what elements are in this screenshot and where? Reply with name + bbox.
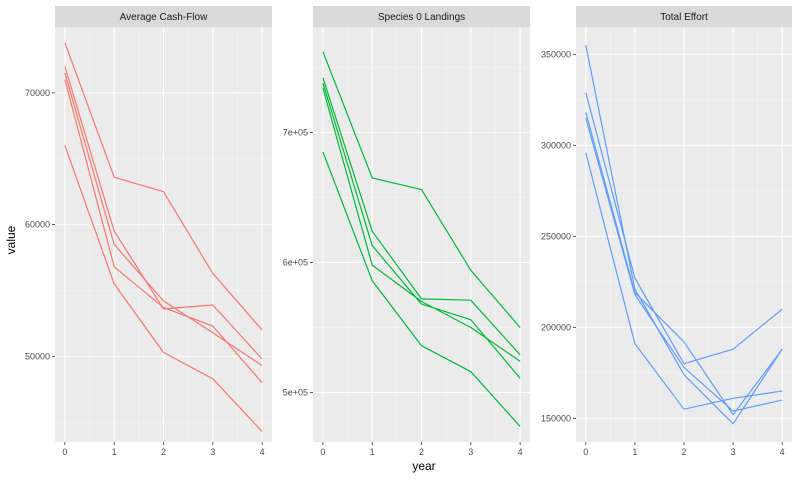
y-tick-label: 300000 xyxy=(541,140,571,150)
series-line-3 xyxy=(585,112,783,416)
panel-3: Total Effort 150000 200000 250000 300000 3500… xyxy=(541,6,792,457)
x-tick-label: 3 xyxy=(468,447,473,457)
y-tick-label: 50000 xyxy=(25,351,50,361)
y-tick-label: 200000 xyxy=(541,322,571,332)
x-tick-label: 4 xyxy=(260,447,265,457)
series-line-1 xyxy=(64,42,263,331)
panel-title: Average Cash-Flow xyxy=(120,12,208,23)
y-tick-label: 150000 xyxy=(541,413,571,423)
x-tick-label: 0 xyxy=(583,447,588,457)
x-tick-label: 1 xyxy=(370,447,375,457)
y-tick-label: 5e+05 xyxy=(283,388,308,398)
series-line-5 xyxy=(64,145,263,432)
y-tick-label: 60000 xyxy=(25,220,50,230)
series-line-2 xyxy=(64,66,263,360)
x-axis-title: year xyxy=(412,459,435,473)
series-line-4 xyxy=(64,79,263,384)
x-tick-label: 0 xyxy=(320,447,325,457)
x-tick-label: 1 xyxy=(632,447,637,457)
y-tick-label: 7e+05 xyxy=(283,127,308,137)
series-line-4 xyxy=(585,117,783,412)
x-tick-label: 2 xyxy=(419,447,424,457)
series-line-1 xyxy=(585,45,783,425)
panel-title: Total Effort xyxy=(660,12,708,23)
y-tick-label: 350000 xyxy=(541,49,571,59)
series-line-3 xyxy=(64,72,263,367)
series-line-5 xyxy=(322,151,521,427)
x-tick-label: 3 xyxy=(210,447,215,457)
y-tick-label: 70000 xyxy=(25,88,50,98)
x-tick-label: 4 xyxy=(780,447,785,457)
x-tick-label: 2 xyxy=(161,447,166,457)
panel-title: Species 0 Landings xyxy=(378,12,465,23)
series-line-4 xyxy=(322,87,521,362)
x-tick-label: 4 xyxy=(518,447,523,457)
panel-strip xyxy=(313,6,530,27)
panel-strip xyxy=(55,6,272,27)
y-tick-label: 250000 xyxy=(541,231,571,241)
series-line-2 xyxy=(585,92,783,365)
x-tick-label: 2 xyxy=(681,447,686,457)
panel-1: Average Cash-Flow 50000 60000 70000 0 1 2 3 4 xyxy=(25,6,272,457)
y-axis-title: value xyxy=(4,225,18,254)
x-tick-label: 0 xyxy=(62,447,67,457)
series-line-5 xyxy=(585,152,783,410)
series-line-2 xyxy=(322,77,521,356)
x-tick-label: 1 xyxy=(112,447,117,457)
series-line-1 xyxy=(322,51,521,328)
y-tick-label: 6e+05 xyxy=(283,257,308,267)
panel-2: Species 0 Landings 5e+05 6e+05 7e+05 0 1 2 3 4 xyxy=(283,6,530,457)
x-tick-label: 3 xyxy=(731,447,736,457)
panel-strip xyxy=(576,6,792,27)
